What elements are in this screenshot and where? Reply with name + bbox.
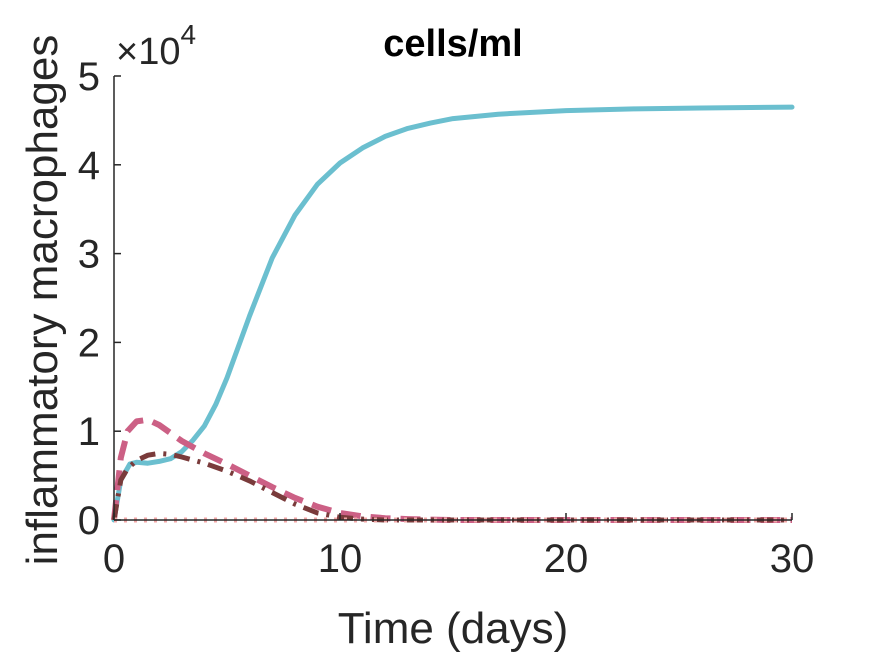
x-axis-label: Time (days) — [338, 604, 569, 653]
x-tick-label: 0 — [103, 537, 125, 581]
svg-text:×104: ×104 — [116, 19, 196, 73]
y-tick-label: 5 — [78, 55, 100, 99]
y-tick-label: 2 — [78, 321, 100, 365]
y-tick-label: 0 — [78, 499, 100, 543]
y-exponent-label: ×104 — [116, 19, 196, 73]
y-exponent-base: ×10 — [116, 31, 180, 73]
y-tick-label: 3 — [78, 233, 100, 277]
series-line-1-solid — [111, 104, 795, 523]
axes-layer: 0 10 20 30 0 1 2 3 4 5 — [78, 55, 815, 581]
y-axis-label: inflammatory macrophages — [18, 35, 67, 566]
y-tick-label: 4 — [78, 144, 100, 188]
series-line-3-dashdot — [111, 450, 792, 523]
x-tick-label: 10 — [318, 537, 363, 581]
y-tick-label: 1 — [78, 410, 100, 454]
y-exponent-power: 4 — [180, 19, 196, 50]
x-tick-label: 20 — [544, 537, 589, 581]
chart-title: cells/ml — [383, 23, 522, 65]
plot-background — [114, 76, 792, 520]
x-tick-label: 30 — [770, 537, 815, 581]
plot-area — [114, 76, 792, 520]
